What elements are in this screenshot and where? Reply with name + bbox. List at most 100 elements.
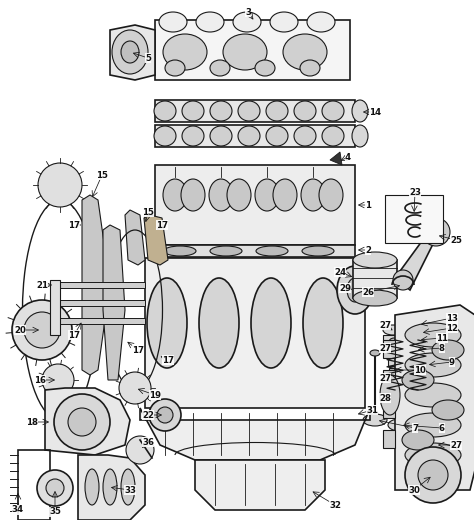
Bar: [414, 368, 422, 376]
Ellipse shape: [233, 12, 261, 32]
Text: 17: 17: [68, 331, 80, 340]
Ellipse shape: [147, 278, 187, 368]
Ellipse shape: [273, 179, 297, 211]
Ellipse shape: [266, 126, 288, 146]
Bar: [55, 282, 145, 288]
Ellipse shape: [352, 100, 368, 122]
Ellipse shape: [270, 12, 298, 32]
Circle shape: [149, 399, 181, 431]
Polygon shape: [78, 455, 145, 520]
Text: 23: 23: [409, 188, 421, 197]
Text: 5: 5: [145, 54, 151, 62]
Ellipse shape: [352, 125, 368, 147]
Ellipse shape: [238, 126, 260, 146]
Polygon shape: [103, 225, 125, 380]
Ellipse shape: [322, 101, 344, 121]
Ellipse shape: [164, 246, 196, 256]
Ellipse shape: [196, 12, 224, 32]
Text: 7: 7: [412, 423, 418, 433]
Text: 36: 36: [142, 437, 154, 447]
Ellipse shape: [182, 126, 204, 146]
Bar: [155, 245, 355, 257]
Ellipse shape: [210, 126, 232, 146]
Text: 31: 31: [366, 406, 378, 414]
Text: 9: 9: [449, 358, 455, 367]
Ellipse shape: [414, 338, 424, 346]
Text: 27: 27: [379, 344, 391, 353]
Ellipse shape: [154, 126, 176, 146]
Ellipse shape: [322, 126, 344, 146]
Ellipse shape: [255, 179, 279, 211]
Ellipse shape: [363, 414, 387, 426]
Ellipse shape: [227, 179, 251, 211]
Ellipse shape: [405, 353, 461, 377]
Ellipse shape: [300, 60, 320, 76]
Text: 17: 17: [162, 356, 174, 365]
Circle shape: [393, 270, 413, 290]
Ellipse shape: [307, 12, 335, 32]
Ellipse shape: [389, 338, 399, 346]
Ellipse shape: [353, 252, 397, 268]
Ellipse shape: [251, 278, 291, 368]
Text: 24: 24: [334, 267, 346, 277]
Polygon shape: [395, 230, 442, 290]
Circle shape: [46, 479, 64, 497]
Bar: [50, 280, 60, 335]
Circle shape: [418, 460, 448, 490]
Ellipse shape: [209, 179, 233, 211]
Polygon shape: [110, 25, 155, 80]
Ellipse shape: [402, 430, 434, 450]
Ellipse shape: [319, 179, 343, 211]
Text: 25: 25: [450, 236, 462, 244]
Text: 17: 17: [132, 345, 144, 355]
Ellipse shape: [159, 12, 187, 32]
Ellipse shape: [402, 370, 434, 390]
Ellipse shape: [256, 246, 288, 256]
Ellipse shape: [347, 278, 363, 302]
Bar: [385, 195, 443, 243]
Text: 12: 12: [446, 323, 458, 332]
Bar: [383, 370, 395, 388]
Ellipse shape: [405, 443, 461, 467]
Ellipse shape: [85, 469, 99, 505]
Ellipse shape: [370, 350, 380, 356]
Ellipse shape: [199, 278, 239, 368]
Ellipse shape: [405, 383, 461, 407]
Text: 27: 27: [379, 320, 391, 330]
Text: 27: 27: [450, 440, 462, 449]
Text: 33: 33: [124, 486, 136, 495]
Text: 11: 11: [436, 333, 448, 343]
Text: 15: 15: [96, 171, 108, 179]
Text: 17: 17: [68, 220, 80, 229]
Text: 16: 16: [34, 375, 46, 384]
Bar: [383, 400, 395, 418]
Ellipse shape: [223, 34, 267, 70]
Ellipse shape: [337, 266, 373, 314]
Ellipse shape: [303, 278, 343, 368]
Ellipse shape: [112, 30, 148, 74]
Ellipse shape: [121, 469, 135, 505]
Ellipse shape: [408, 325, 428, 335]
Bar: [55, 318, 145, 324]
Circle shape: [24, 312, 60, 348]
Ellipse shape: [163, 179, 187, 211]
Ellipse shape: [165, 60, 185, 76]
Text: 35: 35: [49, 508, 61, 516]
Text: 6: 6: [439, 423, 445, 433]
Text: 10: 10: [414, 366, 426, 374]
Text: 18: 18: [26, 418, 38, 426]
Ellipse shape: [405, 413, 461, 437]
Text: 34: 34: [12, 505, 24, 514]
Ellipse shape: [266, 101, 288, 121]
Ellipse shape: [210, 246, 242, 256]
Circle shape: [119, 372, 151, 404]
Text: 21: 21: [36, 280, 48, 290]
Bar: [383, 430, 395, 448]
Circle shape: [405, 447, 461, 503]
Ellipse shape: [210, 60, 230, 76]
Bar: [408, 335, 430, 341]
Text: 22: 22: [142, 410, 154, 420]
Text: 19: 19: [149, 391, 161, 399]
Bar: [413, 350, 423, 366]
Circle shape: [157, 407, 173, 423]
